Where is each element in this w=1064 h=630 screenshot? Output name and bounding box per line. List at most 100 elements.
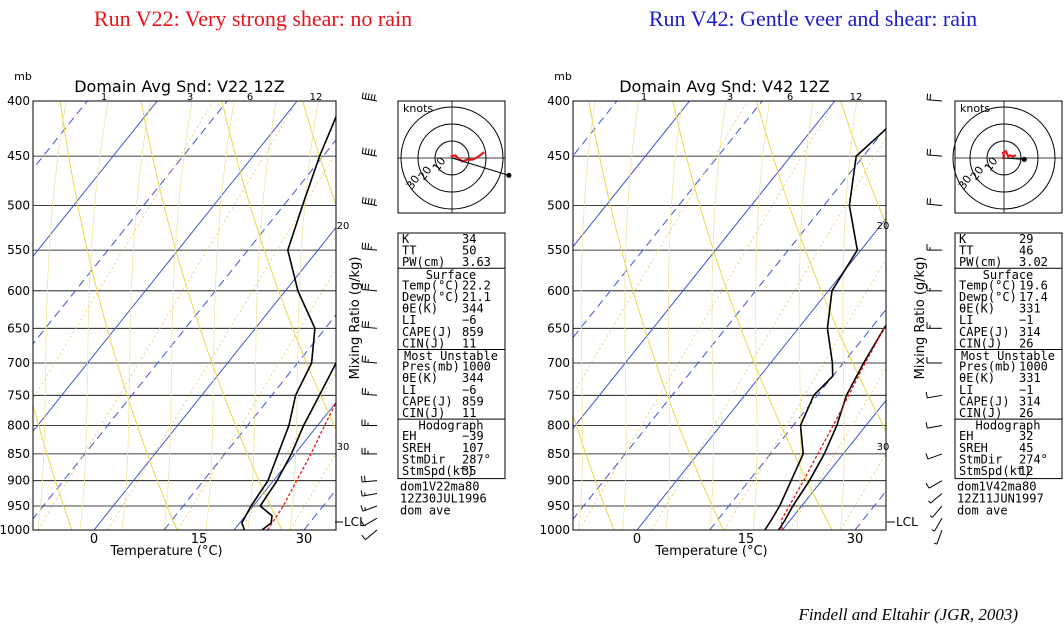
moist-adiabat xyxy=(840,101,858,530)
wind-barb xyxy=(361,447,377,455)
stat-label: PW(cm) xyxy=(402,255,445,269)
y-tick-label: 400 xyxy=(7,94,30,108)
dry-adiabat xyxy=(221,101,336,431)
surface-stat-value: 344 xyxy=(462,302,484,316)
mixing-ratio-tick: 1 xyxy=(641,92,647,103)
y-tick-label: 400 xyxy=(547,94,570,108)
moist-adiabat xyxy=(578,101,596,530)
mu-stat-value: 26 xyxy=(1019,406,1033,420)
isotherm-line xyxy=(93,226,336,530)
y-tick-label: 550 xyxy=(7,243,30,257)
mu-stat-label: LI xyxy=(402,383,416,397)
mixing-ratio-line xyxy=(578,101,836,530)
mixing-ratio-line xyxy=(573,101,749,395)
y-tick-label: 950 xyxy=(7,499,30,513)
mu-stat-label: Pres(mb) xyxy=(959,360,1017,374)
moist-adiabat xyxy=(752,101,770,530)
mixing-ratio-tick: 1 xyxy=(101,92,107,103)
surface-stat-value: −1 xyxy=(1019,313,1033,327)
y-tick-label: 700 xyxy=(7,356,30,370)
hodo-stat-value: 12 xyxy=(1019,464,1033,478)
moist-adiabat xyxy=(665,101,683,530)
x-tick-label: 0 xyxy=(90,532,98,547)
surface-stat-value: 26 xyxy=(1019,336,1033,350)
x-tick-label: 30 xyxy=(296,532,313,547)
mu-stat-value: 344 xyxy=(462,371,484,385)
mu-stat-label: CIN(J) xyxy=(959,406,1002,420)
mu-stat-value: 1000 xyxy=(462,360,491,374)
moist-adiabat xyxy=(205,101,235,530)
isotherm-line xyxy=(33,101,228,345)
wind-barb xyxy=(926,93,943,102)
stat-label: TT xyxy=(959,244,973,258)
x-tick-label: 0 xyxy=(633,532,641,547)
hodograph-stats-header: Hodograph xyxy=(975,419,1040,433)
wind-barb xyxy=(361,355,378,364)
surface-stat-label: LI xyxy=(402,313,416,327)
dry-adiabat xyxy=(573,413,615,530)
surface-stat-value: 314 xyxy=(1019,325,1041,339)
sounding-footer-line: dom1V22ma80 xyxy=(400,480,479,494)
stat-label: K xyxy=(959,232,967,246)
stat-value: 50 xyxy=(462,244,476,258)
storm-motion-head xyxy=(506,172,512,178)
surface-stat-label: CAPE(J) xyxy=(959,325,1010,339)
y-tick-label: 950 xyxy=(547,499,570,513)
panel-heading: Run V22: Very strong shear: no rain xyxy=(94,6,412,31)
hodo-stat-label: SREH xyxy=(959,441,988,455)
wind-barb xyxy=(361,283,378,292)
dry-adiabat xyxy=(140,101,283,530)
mixing-ratio-axis-label: Mixing Ratio (g/kg) xyxy=(348,257,363,380)
dry-adiabat xyxy=(545,101,807,530)
stats-frame xyxy=(397,232,506,480)
storm-motion-head xyxy=(1021,156,1027,162)
mu-stat-label: LI xyxy=(959,383,973,397)
mu-stat-label: Pres(mb) xyxy=(402,360,460,374)
surface-stat-label: θE(K) xyxy=(959,302,995,316)
y-tick-label: 500 xyxy=(7,198,30,212)
y-tick-label: 1000 xyxy=(0,523,30,537)
storm-motion-vector xyxy=(1003,157,1025,160)
hodo-stat-value: 287° xyxy=(462,452,491,466)
sounding-footer-line: dom ave xyxy=(400,504,451,518)
mu-stat-value: 331 xyxy=(1019,371,1041,385)
mixing-ratio-line xyxy=(33,101,214,401)
wind-barb xyxy=(926,244,942,251)
wind-barb xyxy=(360,505,378,512)
wind-barb xyxy=(925,391,943,399)
surface-stat-label: Temp(°C) xyxy=(959,278,1017,292)
moist-adiabat xyxy=(709,101,727,530)
wind-barb xyxy=(361,242,378,251)
wind-barb xyxy=(925,480,943,489)
plot-frame xyxy=(32,100,337,531)
wind-barb xyxy=(361,92,378,102)
mixing-ratio-tick: 3 xyxy=(727,92,733,103)
isotherm-line xyxy=(233,401,336,530)
stat-label: K xyxy=(402,232,410,246)
y-tick-label: 450 xyxy=(547,149,570,163)
temperature-profile xyxy=(778,323,886,530)
mixing-ratio-line xyxy=(651,136,886,530)
figure-citation: Findell and Eltahir (JGR, 2003) xyxy=(797,605,1018,624)
hodo-stat-value: 45 xyxy=(1019,441,1033,455)
hodo-stat-label: EH xyxy=(959,429,973,443)
mu-stat-label: θE(K) xyxy=(959,371,995,385)
mixing-ratio-tick: 20 xyxy=(337,221,350,232)
surface-stat-label: CAPE(J) xyxy=(402,325,453,339)
wind-barb xyxy=(361,475,378,483)
hodo-stat-label: StmSpd(kt) xyxy=(959,464,1031,478)
sounding-footer-line: 12Z30JUL1996 xyxy=(400,492,487,506)
y-axis-units: mb xyxy=(14,70,32,83)
hodo-stat-value: 32 xyxy=(1019,429,1033,443)
plot-title: Domain Avg Snd: V42 12Z xyxy=(619,77,830,96)
stats-frame xyxy=(954,232,1063,480)
hodo-stat-label: StmDir xyxy=(402,452,445,466)
mu-stat-value: 11 xyxy=(462,406,476,420)
isotherm-line xyxy=(0,101,17,530)
hodograph-units: knots xyxy=(960,102,990,115)
sounding-footer-line: dom ave xyxy=(957,504,1008,518)
wind-barb xyxy=(929,505,943,518)
y-tick-label: 650 xyxy=(547,321,570,335)
